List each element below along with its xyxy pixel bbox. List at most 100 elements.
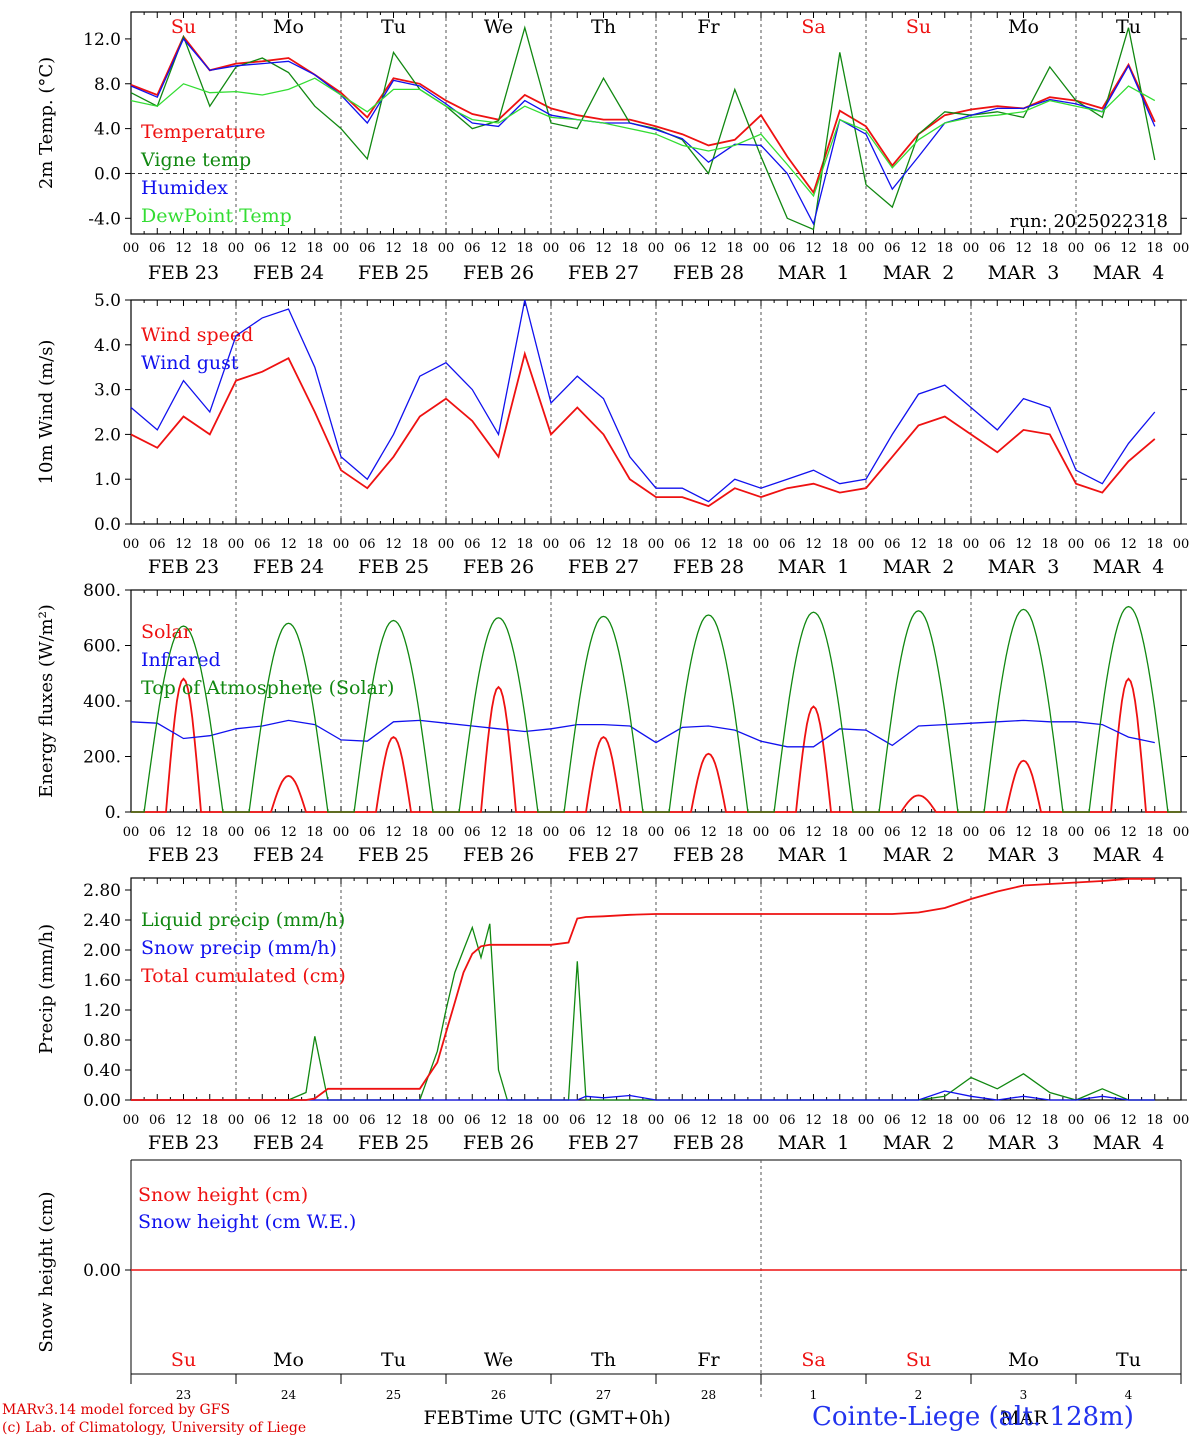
hour-tick-label: 00 [123,1113,140,1128]
hour-tick-label: 18 [621,537,638,552]
legend-entry: Temperature [141,121,265,143]
y-tick-label: 3.0 [94,381,121,401]
y-tick-label: 4.0 [94,120,121,140]
hour-tick-label: 18 [411,825,428,840]
date-label: FEB 25 [358,262,429,284]
weekday-label: We [484,1349,513,1371]
hour-tick-label: 00 [1068,1113,1085,1128]
hour-tick-label: 00 [858,241,875,256]
date-label: FEB 27 [568,556,639,578]
y-tick-label: 2.40 [83,911,121,931]
date-label: FEB 27 [568,262,639,284]
day-number-label: 23 [176,1388,191,1402]
hour-tick-label: 18 [411,241,428,256]
hour-tick-label: 12 [595,537,612,552]
hour-tick-label: 00 [333,537,350,552]
hour-tick-label: 18 [1041,825,1058,840]
hour-tick-label: 06 [254,537,271,552]
legend-entry: DewPoint Temp [141,205,292,227]
y-tick-label: 2.00 [83,941,121,961]
hour-tick-label: 00 [648,537,665,552]
hour-tick-label: 06 [359,825,376,840]
hour-tick-label: 00 [228,825,245,840]
hour-tick-label: 12 [175,1113,192,1128]
date-label: FEB 24 [253,262,324,284]
hour-tick-label: 06 [884,825,901,840]
date-label: FEB 28 [673,262,744,284]
hour-tick-label: 00 [753,825,770,840]
hour-tick-label: 06 [884,537,901,552]
hour-tick-label: 00 [228,1113,245,1128]
date-label: MAR 3 [988,844,1060,866]
date-label: FEB 25 [358,844,429,866]
y-tick-label: 1.0 [94,470,121,490]
hour-tick-label: 06 [254,241,271,256]
hour-tick-label: 18 [306,241,323,256]
date-label: MAR 1 [778,262,850,284]
hour-tick-label: 00 [963,1113,980,1128]
hour-tick-label: 18 [516,241,533,256]
legend-entry: Snow height (cm W.E.) [138,1211,356,1233]
date-label: MAR 1 [778,556,850,578]
hour-tick-label: 00 [123,825,140,840]
hour-tick-label: 12 [595,241,612,256]
weekday-label: Tu [381,1349,406,1371]
series-line-wind-speed [130,350,1156,508]
hour-tick-label: 18 [1041,241,1058,256]
hour-tick-label: 06 [359,537,376,552]
hour-tick-label: 12 [910,825,927,840]
hour-tick-label: 00 [1068,537,1085,552]
hour-tick-label: 00 [333,825,350,840]
weekday-label: Th [591,16,616,38]
hour-tick-label: 00 [648,825,665,840]
hour-tick-label: 00 [1173,537,1190,552]
weekday-label: Mo [273,1349,304,1371]
hour-tick-label: 12 [1015,825,1032,840]
hour-tick-label: 06 [1094,537,1111,552]
hour-tick-label: 12 [175,537,192,552]
y-tick-label: 0.80 [83,1031,121,1051]
legend-entry: Infrared [141,649,221,671]
y-tick-label: 200. [83,748,121,768]
hour-tick-label: 18 [1146,537,1163,552]
hour-tick-label: 18 [201,825,218,840]
date-label: MAR 4 [1093,844,1165,866]
run-annotation: run: 2025022318 [1010,211,1168,232]
hour-tick-label: 12 [280,537,297,552]
date-label: FEB 28 [673,1132,744,1154]
series-line-snow-precip-mm-h- [131,1090,1155,1101]
weekday-label: Tu [1116,1349,1141,1371]
hour-tick-label: 12 [910,1113,927,1128]
hour-tick-label: 00 [858,825,875,840]
legend-entry: Vigne temp [140,149,251,171]
hour-tick-label: 18 [831,1113,848,1128]
hour-tick-label: 06 [149,241,166,256]
hour-tick-label: 12 [385,1113,402,1128]
date-label: MAR 3 [988,262,1060,284]
panel-2: 0.0 1.0 2.0 3.0 4.0 5.0 10m Wind (m/s) 00 06 12 18… [36,291,1189,578]
hour-tick-label: 18 [516,537,533,552]
panel-4: 0.00 0.40 0.80 1.20 1.60 2.00 2.40 2.80 Precip (… [36,877,1189,1154]
hour-tick-label: 00 [123,537,140,552]
hour-tick-label: 12 [280,1113,297,1128]
date-label: MAR 2 [883,1132,955,1154]
panel-3: 0. 200. 400. 600. 800. Energy fluxes (W/m²) 00… [36,581,1189,866]
hour-tick-label: 06 [779,537,796,552]
hour-tick-label: 12 [490,537,507,552]
hour-tick-label: 06 [254,1113,271,1128]
hour-tick-label: 18 [306,537,323,552]
date-label: FEB 26 [463,844,534,866]
hour-tick-label: 18 [831,537,848,552]
y-tick-label: 0.40 [83,1061,121,1081]
date-label: MAR 3 [988,556,1060,578]
hour-tick-label: 12 [490,241,507,256]
hour-tick-label: 06 [359,241,376,256]
hour-tick-label: 00 [858,537,875,552]
series-line-total-cumulated-cm- [131,877,1155,1101]
date-label: MAR 3 [988,1132,1060,1154]
hour-tick-label: 06 [674,537,691,552]
hour-tick-label: 06 [779,241,796,256]
series-line-wind-gust [130,299,1156,503]
hour-tick-label: 00 [1173,825,1190,840]
date-label: FEB 24 [253,556,324,578]
